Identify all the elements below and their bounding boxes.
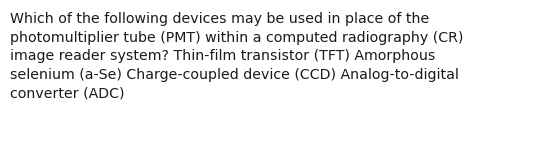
- Text: Which of the following devices may be used in place of the
photomultiplier tube : Which of the following devices may be us…: [10, 12, 463, 100]
